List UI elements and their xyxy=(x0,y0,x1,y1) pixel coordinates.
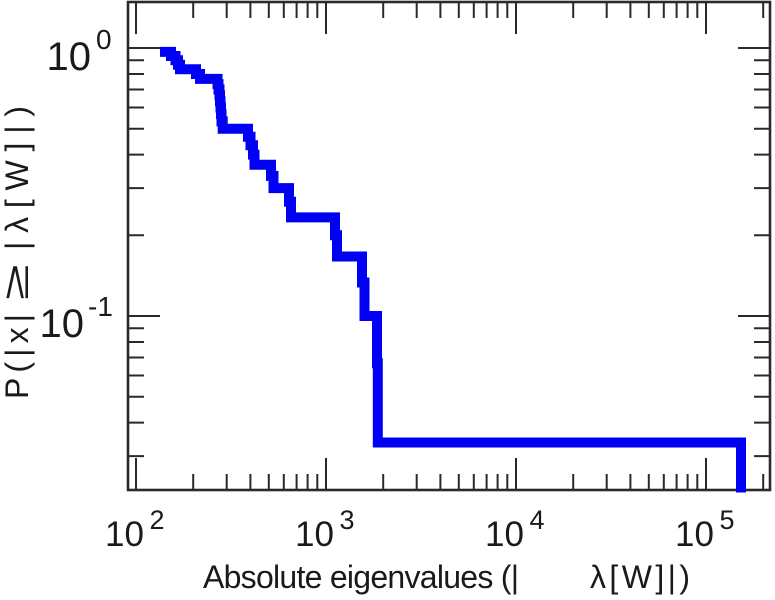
svg-text:2: 2 xyxy=(150,505,165,535)
svg-text:Absolute eigenvalues (|: Absolute eigenvalues (| xyxy=(203,559,519,595)
svg-text:0: 0 xyxy=(96,24,112,55)
svg-text:10: 10 xyxy=(40,302,85,346)
svg-text:10: 10 xyxy=(675,515,714,554)
svg-text:4: 4 xyxy=(530,505,545,535)
svg-text:|λ[W]|): |λ[W]|) xyxy=(0,106,35,250)
svg-text:3: 3 xyxy=(340,505,355,535)
svg-text:-1: -1 xyxy=(88,291,113,322)
svg-text:≥: ≥ xyxy=(0,264,36,300)
svg-text:λ[W]|): λ[W]|) xyxy=(590,559,690,595)
svg-text:10: 10 xyxy=(105,515,144,554)
svg-text:10: 10 xyxy=(47,35,92,79)
svg-text:10: 10 xyxy=(295,515,334,554)
svg-text:10: 10 xyxy=(485,515,524,554)
svg-text:P(|x|: P(|x| xyxy=(0,314,35,399)
svg-text:5: 5 xyxy=(720,505,735,535)
